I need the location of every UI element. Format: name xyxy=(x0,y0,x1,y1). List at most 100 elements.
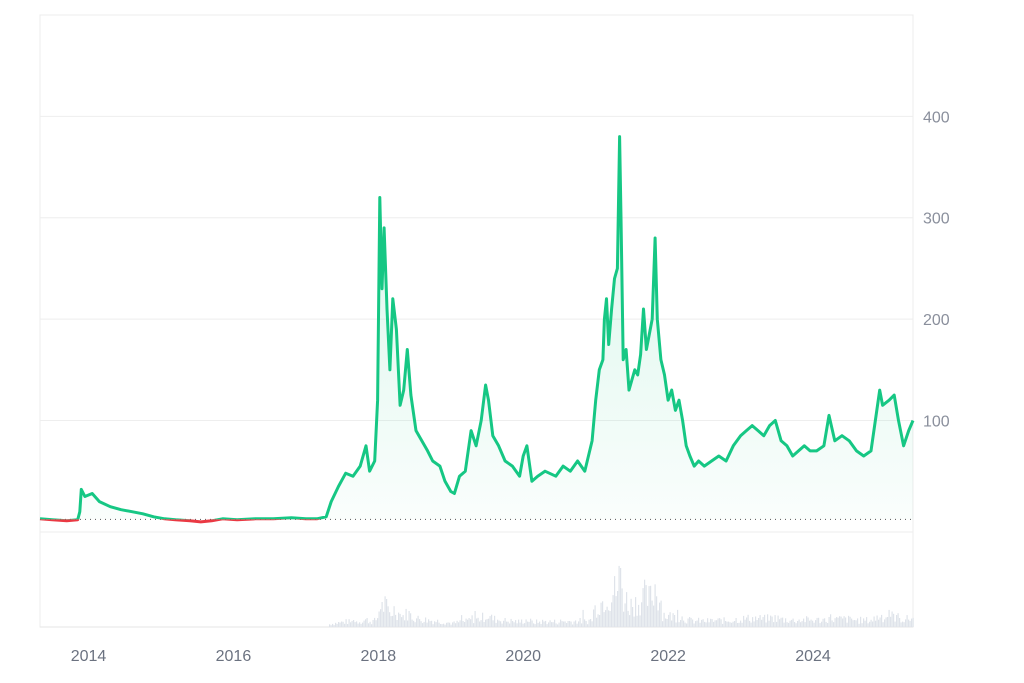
volume-bar xyxy=(854,620,856,627)
volume-bar xyxy=(522,623,524,627)
x-tick-label: 2022 xyxy=(650,648,686,665)
volume-bar xyxy=(728,621,730,627)
volume-bar xyxy=(825,621,827,627)
volume-bar xyxy=(447,622,449,627)
volume-bar xyxy=(704,621,706,627)
volume-bar xyxy=(903,622,905,627)
volume-bar xyxy=(597,614,599,627)
volume-bar xyxy=(621,588,623,627)
volume-bar xyxy=(773,622,775,627)
volume-bar xyxy=(899,618,901,627)
volume-bar xyxy=(491,614,493,627)
volume-bar xyxy=(503,620,505,627)
volume-bar xyxy=(600,602,602,627)
volume-bar xyxy=(734,621,736,627)
volume-bar xyxy=(807,617,809,627)
volume-bar xyxy=(486,619,488,627)
volume-bar xyxy=(557,624,559,627)
volume-bar xyxy=(368,623,370,627)
volume-bar xyxy=(710,618,712,627)
volume-bar xyxy=(674,615,676,627)
volume-bar xyxy=(771,616,773,627)
volume-bar xyxy=(536,619,538,627)
volume-bar xyxy=(752,617,754,627)
volume-bar xyxy=(821,621,823,627)
volume-bar xyxy=(402,615,404,627)
volume-bar xyxy=(660,600,662,627)
volume-bar xyxy=(555,623,557,627)
volume-bar xyxy=(695,621,697,627)
volume-bar xyxy=(801,621,803,627)
volume-bar xyxy=(840,616,842,627)
volume-bar xyxy=(647,605,649,627)
volume-bar xyxy=(759,615,761,627)
volume-bar xyxy=(725,621,727,627)
volume-bar xyxy=(405,608,407,627)
volume-bar xyxy=(794,622,796,627)
volume-bar xyxy=(351,620,353,627)
volume-bar xyxy=(513,622,515,627)
volume-bar xyxy=(848,615,850,627)
volume-bar xyxy=(753,621,755,627)
volume-bar xyxy=(540,624,542,627)
volume-bar xyxy=(626,592,628,627)
volume-bar xyxy=(332,623,334,627)
volume-bar xyxy=(551,622,553,627)
volume-bar xyxy=(774,615,776,627)
volume-bar xyxy=(416,618,418,627)
volume-bar xyxy=(420,621,422,627)
volume-bar xyxy=(827,623,829,627)
volume-bar xyxy=(614,576,616,627)
volume-bar xyxy=(431,620,433,627)
volume-bar xyxy=(833,622,835,627)
volume-bar xyxy=(681,616,683,627)
volume-bar xyxy=(653,605,655,627)
volume-bar xyxy=(353,620,355,627)
volume-bar xyxy=(381,602,383,627)
volume-bar xyxy=(620,568,622,627)
volume-bar xyxy=(425,617,427,627)
volume-bar xyxy=(471,615,473,627)
volume-bar xyxy=(329,624,331,627)
volume-bar xyxy=(786,622,788,627)
volume-bar xyxy=(375,620,377,627)
volume-bar xyxy=(803,618,805,627)
volume-bar xyxy=(576,623,578,627)
volume-bar xyxy=(756,620,758,627)
volume-bar xyxy=(401,617,403,627)
volume-bar xyxy=(546,624,548,627)
volume-bar xyxy=(429,621,431,627)
volume-bar xyxy=(792,618,794,627)
volume-bar xyxy=(426,622,428,627)
volume-bar xyxy=(492,620,494,627)
volume-bar xyxy=(798,619,800,627)
volume-bar xyxy=(842,618,844,627)
volume-bar xyxy=(533,623,535,627)
volume-bar xyxy=(609,611,611,627)
volume-bar xyxy=(690,617,692,627)
volume-bar xyxy=(504,618,506,627)
volume-bar xyxy=(629,615,631,627)
volume-bar xyxy=(480,620,482,627)
volume-bar xyxy=(875,620,877,627)
volume-bar xyxy=(602,601,604,627)
volume-bar xyxy=(500,621,502,627)
volume-bar xyxy=(668,614,670,627)
volume-bar xyxy=(443,623,445,627)
volume-bar xyxy=(632,607,634,627)
volume-bar xyxy=(611,602,613,627)
x-tick-label: 2018 xyxy=(361,648,397,665)
volume-bar xyxy=(545,620,547,627)
volume-bar xyxy=(762,617,764,627)
volume-bar xyxy=(543,621,545,627)
volume-bar xyxy=(407,620,409,627)
volume-bar xyxy=(507,621,509,627)
volume-bar xyxy=(509,623,511,627)
volume-bar xyxy=(404,620,406,627)
volume-bar xyxy=(636,615,638,627)
volume-bar xyxy=(525,619,527,627)
volume-bar xyxy=(713,621,715,627)
volume-bar xyxy=(639,615,641,627)
volume-bar xyxy=(876,615,878,627)
